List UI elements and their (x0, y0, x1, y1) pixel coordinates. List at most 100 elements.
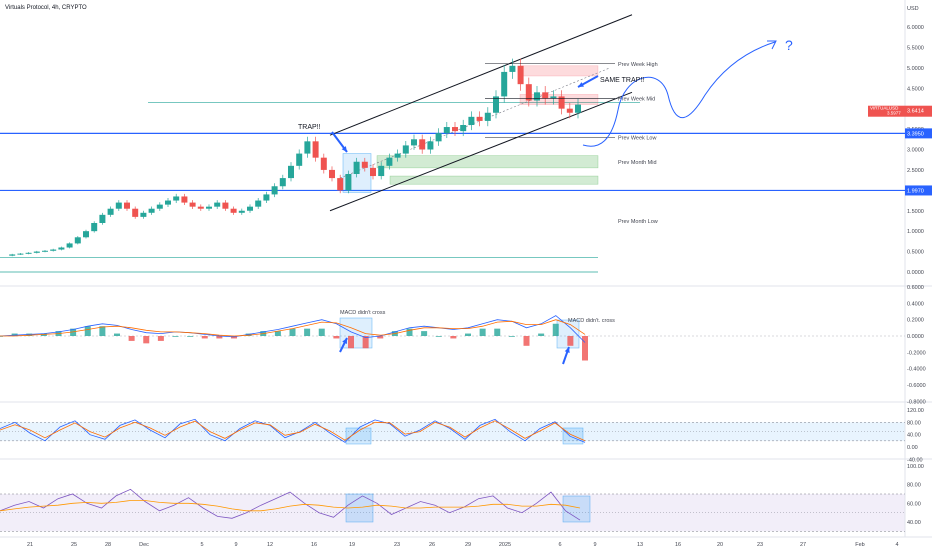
candle-body (435, 133, 442, 142)
candle-body (74, 237, 81, 244)
time-tick-label: 2025 (499, 542, 511, 548)
stoch-tick-label: 40.00 (907, 433, 921, 439)
level-label: Prev Month Low (618, 219, 658, 225)
stoch-k-line (0, 418, 586, 443)
candle-body (411, 139, 417, 146)
stoch-box-2 (562, 427, 584, 445)
level-badge-0 (905, 128, 932, 139)
candle-body (525, 84, 532, 101)
level-badge-text: 1.9970 (907, 188, 924, 194)
macd-annotation-2: MACD didn't. cross (568, 318, 615, 324)
candle-body (206, 206, 212, 209)
candle-body (402, 145, 409, 154)
time-tick-label: 16 (675, 542, 681, 548)
macd-histogram-bar (187, 336, 194, 337)
macd-histogram-bar (114, 333, 120, 336)
stoch-d-line (0, 420, 586, 442)
channel-upper (329, 14, 633, 136)
rsi-line (0, 488, 581, 521)
macd-histogram-bar (494, 328, 501, 336)
candle-body (99, 214, 106, 223)
candle-body (304, 141, 311, 154)
currency-label: USD (907, 6, 919, 12)
macd-histogram-bar (421, 331, 428, 336)
channel-midline (339, 67, 611, 179)
macd-annotation-1: MACD didn't cross (340, 310, 386, 316)
candle-body (9, 254, 16, 256)
macd-histogram-bar (99, 326, 106, 336)
candle-body (493, 96, 499, 113)
macd-tick-label: -0.6000 (907, 383, 926, 389)
same-trap-arrow-head (578, 82, 584, 87)
time-tick-label: 9 (593, 542, 596, 548)
candle-body (484, 112, 491, 121)
macd-histogram-bar (70, 328, 77, 336)
rsi-tick-label: 80.00 (907, 483, 921, 489)
candle-body (517, 65, 524, 85)
candle-body (534, 92, 540, 101)
level-label: Prev Week High (618, 62, 658, 68)
macd-histogram-bar (274, 331, 281, 336)
candle-body (230, 208, 237, 213)
stoch-tick-label: 80.00 (907, 420, 921, 426)
macd-histogram-bar (318, 328, 325, 336)
stoch-tick-label: 0.00 (907, 445, 918, 451)
candle-body (575, 104, 581, 113)
time-tick-label: 6 (558, 542, 561, 548)
current-price-badge (868, 105, 905, 117)
stoch-tick-label: -40.00 (907, 457, 923, 463)
macd-histogram-bar (11, 333, 18, 336)
price-scale-badge (905, 105, 932, 117)
candle-body (386, 157, 393, 166)
candle-body (58, 247, 65, 250)
macd-histogram-bar (377, 336, 384, 339)
price-tick-label: 4.5000 (907, 86, 924, 92)
macd-histogram-bar (552, 323, 559, 336)
macd-arrow-2-head (564, 347, 570, 353)
time-tick-label: 19 (349, 542, 355, 548)
candle-body (288, 165, 294, 179)
candle-body (115, 202, 122, 209)
candle-body (271, 186, 278, 195)
candle-body (443, 127, 450, 134)
time-tick-label: 25 (71, 542, 77, 548)
time-tick-label: 26 (429, 542, 435, 548)
demand-zone-2 (389, 175, 599, 185)
candle-body (91, 223, 98, 232)
candle-body (140, 212, 147, 217)
rsi-tick-label: 40.00 (907, 520, 921, 526)
candle-body (337, 178, 344, 191)
candle-body (452, 127, 458, 132)
time-tick-label: 4 (895, 542, 898, 548)
candle-body (419, 139, 426, 150)
forecast-curve (582, 41, 776, 147)
candle-body (83, 231, 89, 238)
time-tick-label: Feb (855, 542, 864, 548)
candle-body (132, 208, 139, 217)
candle-body (222, 202, 229, 209)
forecast-arrowhead (767, 40, 777, 50)
candle-body (33, 251, 40, 253)
macd-histogram-bar (216, 336, 223, 339)
candle-body (501, 71, 508, 97)
candle-body (238, 210, 245, 213)
macd-histogram-bar (172, 336, 179, 337)
candle-body (320, 157, 327, 170)
macd-tick-label: 0.0000 (907, 334, 924, 340)
candle-body (345, 174, 352, 191)
price-tick-label: 0.0000 (907, 270, 924, 276)
annotation-question: ? (785, 37, 793, 53)
candle-body (165, 200, 171, 205)
macd-histogram-bar (435, 336, 442, 337)
candle-body (468, 116, 475, 125)
macd-tick-label: 0.2000 (907, 318, 924, 324)
candle-body (247, 206, 253, 211)
candle-body (107, 208, 114, 215)
macd-tick-label: -0.2000 (907, 350, 926, 356)
stoch-tick-label: 120.00 (907, 408, 924, 414)
candle-body (550, 96, 557, 99)
trap-arrow-head (341, 146, 347, 152)
time-tick-label: 13 (637, 542, 643, 548)
